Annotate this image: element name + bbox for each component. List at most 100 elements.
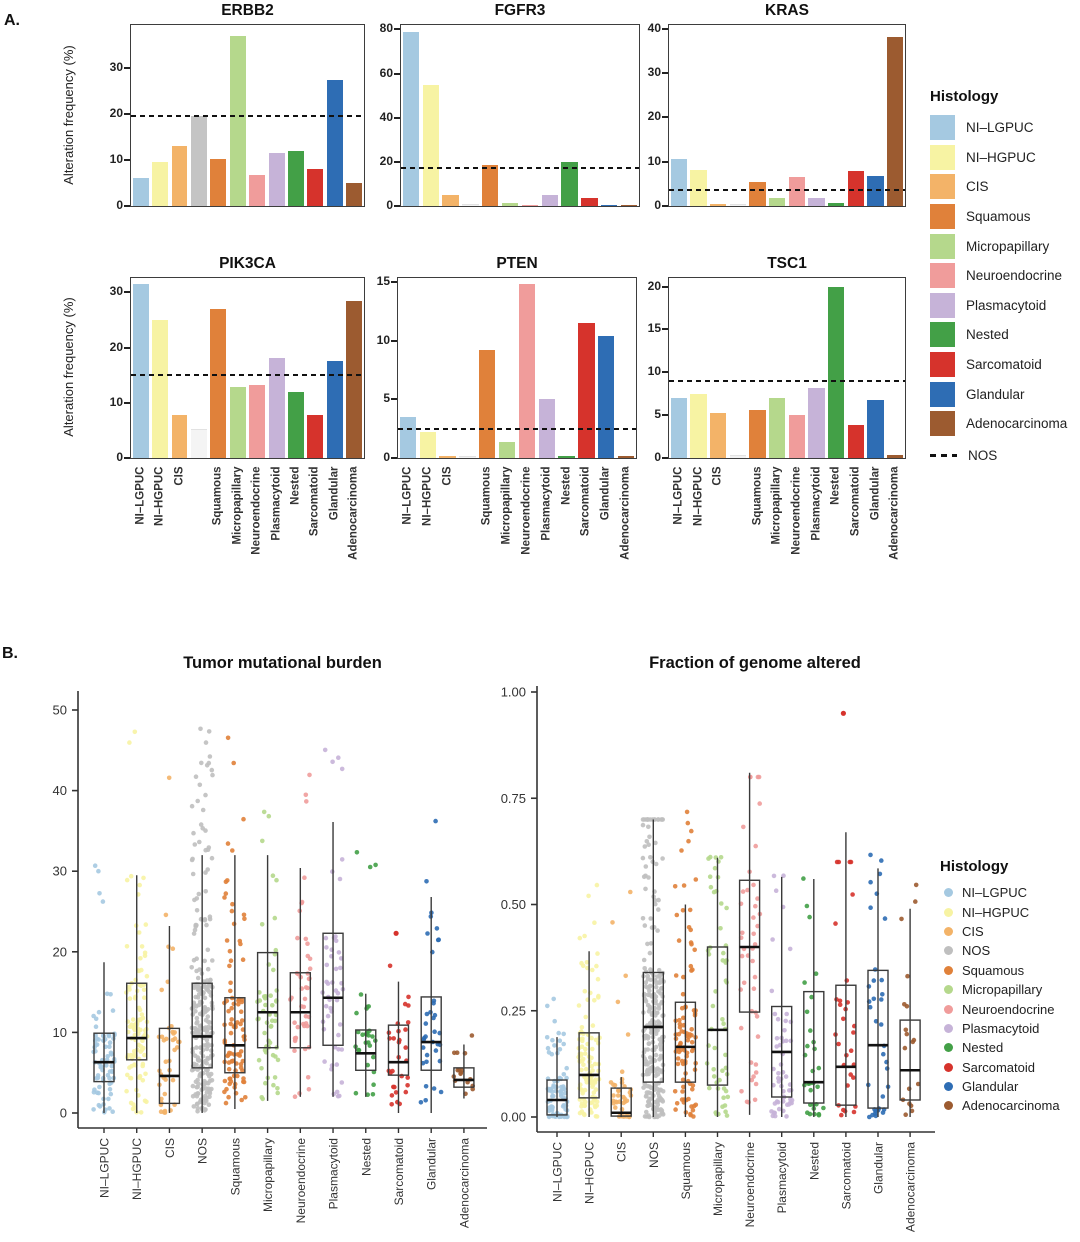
legend-dot-icon: [944, 907, 953, 917]
data-point: [128, 873, 134, 879]
data-point: [141, 875, 146, 881]
data-point: [370, 1092, 376, 1097]
data-point: [325, 1013, 331, 1019]
data-point: [367, 1043, 373, 1048]
data-point: [721, 1021, 726, 1026]
bar-pik3ca-Neuroendocrine: [249, 385, 266, 458]
data-point: [644, 1114, 649, 1119]
data-point: [163, 912, 169, 918]
data-point: [128, 1052, 134, 1058]
data-point: [815, 1084, 820, 1090]
data-point: [610, 920, 615, 925]
data-point: [656, 897, 661, 903]
y-tick-label: 0: [383, 450, 390, 464]
legend-a-item-label: Adenocarcinoma: [966, 416, 1068, 432]
y-tick-label: 10: [376, 332, 390, 347]
data-point: [564, 1075, 569, 1081]
data-point: [170, 1037, 176, 1043]
data-point: [223, 1100, 229, 1106]
y-tick-mark: [662, 414, 668, 417]
data-point: [192, 842, 198, 847]
data-point: [224, 998, 230, 1004]
y-tick-label: 15: [647, 321, 661, 336]
data-point: [109, 1063, 115, 1069]
data-point: [614, 1099, 619, 1105]
data-point: [198, 822, 204, 827]
data-point: [97, 1104, 103, 1109]
data-point: [163, 1077, 168, 1082]
data-point: [104, 991, 110, 997]
data-point: [93, 1016, 99, 1022]
data-point: [643, 984, 649, 989]
x-axis-category-label: Adenocarcinoma: [904, 1142, 918, 1232]
data-point: [434, 926, 440, 931]
data-point: [307, 976, 312, 981]
data-point: [366, 1004, 372, 1009]
bar-pten-Glandular: [598, 336, 615, 458]
y-tick-label: 10: [109, 394, 123, 409]
y-tick-mark: [662, 116, 668, 119]
data-point: [189, 965, 194, 970]
data-point: [195, 1109, 200, 1114]
data-point: [144, 973, 150, 979]
data-point: [580, 1056, 586, 1062]
data-point: [648, 1090, 653, 1096]
bar-pten-NI–LGPUC: [399, 416, 417, 458]
data-point: [235, 1073, 240, 1079]
data-point: [196, 891, 202, 897]
data-point: [124, 944, 130, 949]
nos-reference-line: [398, 427, 636, 430]
data-point: [692, 947, 697, 953]
data-point: [561, 1086, 567, 1092]
data-point: [230, 848, 235, 853]
data-point: [128, 1100, 134, 1106]
bar-erbb2-NOS: [190, 116, 207, 206]
x-axis-category-label: Squamous: [751, 466, 763, 526]
data-point: [371, 1054, 376, 1060]
data-point: [131, 1049, 137, 1054]
bar-pten-Micropapillary: [498, 441, 516, 458]
data-point: [752, 974, 758, 980]
legend-a-item-label: NI–HGPUC: [966, 149, 1036, 165]
legend-swatch-icon: [930, 381, 955, 407]
data-point: [163, 1059, 169, 1064]
legend-b-items: NI–LGPUC NI–HGPUC CIS NOS Squamous Micropapil…: [940, 883, 1080, 1116]
data-point: [871, 996, 877, 1002]
data-point: [205, 1071, 210, 1076]
data-point: [200, 807, 206, 813]
x-axis-category-label: CIS: [615, 1142, 629, 1162]
data-point: [202, 1100, 207, 1106]
box-iqr: [126, 982, 148, 1061]
data-point: [646, 875, 651, 880]
data-point: [205, 1014, 211, 1019]
data-point: [841, 1107, 846, 1113]
data-point: [561, 1031, 566, 1037]
legend-a-nos-entry: NOS: [930, 443, 1080, 469]
bar-pten-NOS: [459, 455, 476, 458]
data-point: [270, 1052, 276, 1058]
data-point: [240, 957, 246, 962]
data-point: [785, 1102, 790, 1107]
data-point: [679, 848, 684, 853]
bar-erbb2-CIS: [171, 146, 188, 206]
data-point: [751, 915, 756, 920]
data-point: [658, 1095, 663, 1101]
bar-erbb2-Squamous: [210, 158, 227, 206]
y-tick-label: 5: [383, 391, 390, 406]
data-point: [270, 1003, 275, 1008]
data-point: [686, 838, 691, 844]
bar-fgfr3-NOS: [462, 204, 479, 206]
data-point: [229, 908, 235, 914]
data-point: [322, 747, 328, 753]
data-point: [776, 1075, 781, 1081]
data-point: [229, 1059, 235, 1064]
data-point: [784, 1011, 789, 1017]
data-point: [582, 988, 588, 994]
data-point: [641, 1085, 646, 1090]
data-point: [713, 989, 718, 994]
data-point: [172, 1047, 177, 1053]
data-point: [197, 967, 202, 972]
data-point: [915, 1081, 921, 1087]
data-point: [756, 774, 762, 780]
data-point: [745, 887, 750, 893]
